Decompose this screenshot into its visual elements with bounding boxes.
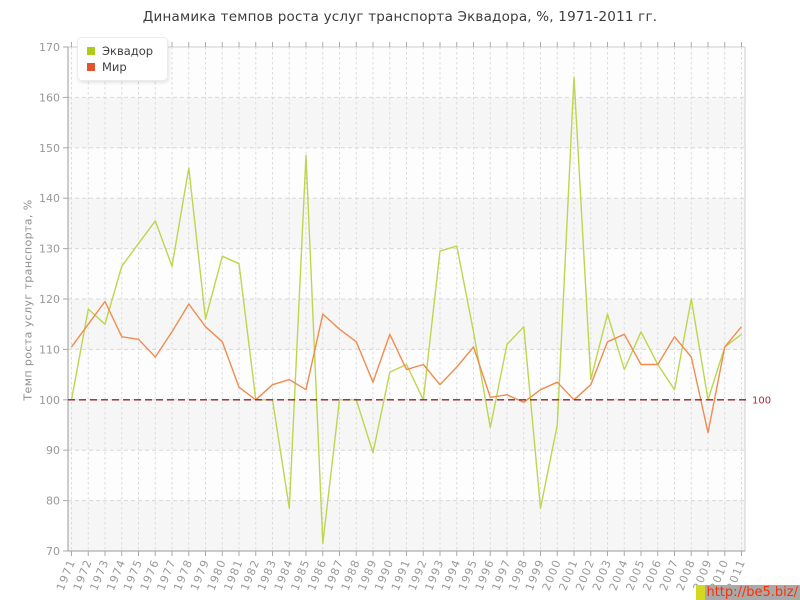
- series-line-ecuador: [70, 76, 742, 545]
- axis-ticks: [63, 42, 742, 556]
- world-swatch-icon: [87, 63, 95, 71]
- svg-text:80: 80: [46, 495, 60, 508]
- svg-text:70: 70: [46, 545, 60, 558]
- legend-item-world: Мир: [87, 59, 153, 75]
- series-line-world: [70, 300, 743, 434]
- svg-text:110: 110: [39, 343, 60, 356]
- svg-text:120: 120: [39, 293, 60, 306]
- svg-text:160: 160: [39, 91, 60, 104]
- svg-text:140: 140: [39, 192, 60, 205]
- ecuador-swatch-icon: [87, 47, 95, 55]
- svg-text:100: 100: [39, 394, 60, 407]
- watermark-text: http://be5.biz/: [706, 585, 798, 600]
- watermark-logo-icon: [696, 585, 706, 600]
- y-tick-labels: 70 80 90 100 110 120 130 140 150 160 170: [39, 41, 60, 558]
- svg-text:130: 130: [39, 243, 60, 256]
- y-axis-title: Темп роста услуг транспорта, %: [21, 199, 35, 401]
- watermark-link[interactable]: http://be5.biz/: [696, 585, 800, 600]
- legend-item-ecuador: Эквадор: [87, 43, 153, 59]
- svg-text:150: 150: [39, 142, 60, 155]
- legend-label-world: Мир: [102, 60, 127, 74]
- plot-bands: [68, 47, 745, 551]
- chart-title: Динамика темпов роста услуг транспорта Э…: [142, 9, 658, 25]
- legend: Эквадор Мир: [77, 37, 169, 81]
- svg-text:170: 170: [39, 41, 60, 54]
- svg-text:90: 90: [46, 444, 60, 457]
- baseline-label: 100: [752, 395, 771, 406]
- legend-label-ecuador: Эквадор: [102, 44, 154, 58]
- x-tick-labels: 1971197219731974197519761977197819791980…: [54, 557, 748, 592]
